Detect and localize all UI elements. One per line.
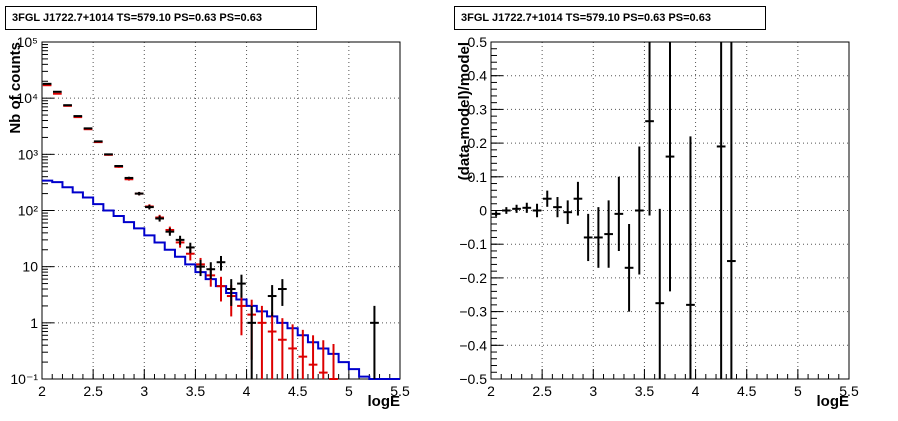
residual-point [727, 42, 736, 379]
x-tick-label: 2.5 [83, 383, 103, 399]
y-tick-label: 10⁵ [17, 34, 38, 50]
y-tick-label: 10² [18, 203, 39, 219]
mc-point [278, 318, 287, 379]
x-tick-label: 3 [140, 383, 148, 399]
count-point [134, 191, 144, 196]
x-tick-label: 4.5 [737, 383, 757, 399]
residual-point [542, 190, 552, 207]
counts-chart-title: 3FGL J1722.7+1014 TS=579.10 PS=0.63 PS=0… [5, 6, 317, 30]
count-point [216, 255, 226, 271]
x-tick-label: 4 [692, 383, 700, 399]
mc-point [308, 335, 318, 379]
mc-point [329, 343, 338, 380]
residual-chart-title: 3FGL J1722.7+1014 TS=579.10 PS=0.63 PS=0… [454, 6, 766, 30]
count-point [83, 127, 93, 130]
residual-point [491, 211, 501, 217]
residual-point [501, 207, 511, 214]
counts-chart: 2 2.5 3 3.5 4 4.5 5 5.5 10⁻¹ 1 10 10² 10³ 10⁴ 10⁵ logE N… [7, 34, 410, 410]
residual-point [686, 136, 695, 379]
mc-point [298, 329, 308, 379]
count-point [165, 228, 175, 236]
x-tick-label: 5 [794, 383, 802, 399]
count-point [278, 279, 287, 306]
residual-point [532, 203, 542, 218]
residual-point [594, 207, 603, 268]
residual-chart: 2 2.5 3 3.5 4 4.5 5 5.5 −0.5 −0.4 −0.3 −0.2 −0.1 0 0.1… [456, 34, 859, 410]
y-tick-label: 0.4 [468, 68, 488, 84]
mc-point [318, 340, 328, 379]
count-point [93, 140, 103, 143]
x-tick-label: 3.5 [186, 383, 206, 399]
count-point [104, 153, 113, 156]
plot-area [42, 42, 400, 379]
x-axis-title: logE [817, 393, 850, 410]
y-tick-label: 0.5 [468, 34, 488, 50]
y-tick-label: −0.1 [459, 236, 487, 252]
x-tick-label: 5.5 [390, 383, 410, 399]
count-point [196, 259, 205, 277]
count-point [145, 204, 154, 210]
count-point [247, 305, 257, 379]
x-tick-label: 2.5 [532, 383, 552, 399]
x-axis-title: logE [368, 393, 401, 410]
y-tick-label: 0.1 [468, 169, 488, 185]
y-tick-label: 0 [479, 203, 487, 219]
count-point [124, 176, 134, 180]
residual-point [512, 204, 521, 213]
y-tick-label: −0.5 [459, 371, 487, 387]
residual-point [522, 202, 532, 213]
x-tick-label: 4 [243, 383, 251, 399]
count-point [114, 164, 124, 167]
y-tick-label: −0.3 [459, 304, 487, 320]
residual-point [573, 181, 583, 216]
y-tick-label: 0.3 [468, 101, 488, 117]
mc-point [216, 276, 226, 302]
count-point [370, 305, 379, 379]
y-axis-title: (data-model)/model [456, 42, 473, 180]
x-tick-label: 5 [345, 383, 353, 399]
y-tick-label: 10³ [18, 146, 39, 162]
mc-point [288, 324, 297, 379]
residual-point [665, 42, 675, 292]
y-tick-label: 10⁴ [16, 90, 38, 106]
y-tick-label: 10 [22, 259, 38, 275]
residual-point [604, 200, 613, 268]
mc-point [267, 312, 277, 379]
residual-point [655, 208, 665, 379]
x-tick-label: 3.5 [635, 383, 655, 399]
y-tick-label: 0.2 [468, 135, 488, 151]
residual-point [583, 213, 593, 262]
x-tick-label: 2 [38, 383, 46, 399]
mc-point [257, 305, 267, 379]
residual-point [614, 176, 624, 251]
x-tick-label: 3 [589, 383, 597, 399]
y-tick-label: −0.2 [459, 270, 487, 286]
count-point [267, 285, 277, 317]
residual-point [563, 200, 573, 224]
x-tick-label: 5.5 [839, 383, 859, 399]
count-point [206, 262, 216, 280]
residual-panel: 2 2.5 3 3.5 4 4.5 5 5.5 −0.5 −0.4 −0.3 −0.2 −0.1 0 0.1… [449, 0, 898, 421]
residual-point [634, 146, 644, 275]
count-point [63, 104, 72, 107]
count-point [185, 242, 195, 254]
count-point [155, 215, 164, 222]
y-tick-label: 10⁻¹ [10, 371, 38, 387]
residual-point [553, 197, 562, 218]
count-point [226, 279, 236, 306]
residual-point [645, 42, 654, 216]
count-point [237, 274, 246, 298]
model-series-line [42, 179, 400, 380]
x-tick-label: 4.5 [288, 383, 308, 399]
mc-point [237, 292, 246, 336]
y-tick-label: −0.4 [459, 337, 487, 353]
x-tick-label: 2 [487, 383, 495, 399]
residual-point [624, 223, 634, 312]
counts-panel: 2 2.5 3 3.5 4 4.5 5 5.5 10⁻¹ 1 10 10² 10³ 10⁴ 10⁵ logE N… [5, 6, 410, 410]
y-axis-title: Nb of counts [7, 42, 24, 134]
y-tick-label: 1 [30, 315, 38, 331]
count-point [175, 235, 185, 245]
residual-point [716, 42, 726, 379]
count-point [73, 115, 83, 118]
